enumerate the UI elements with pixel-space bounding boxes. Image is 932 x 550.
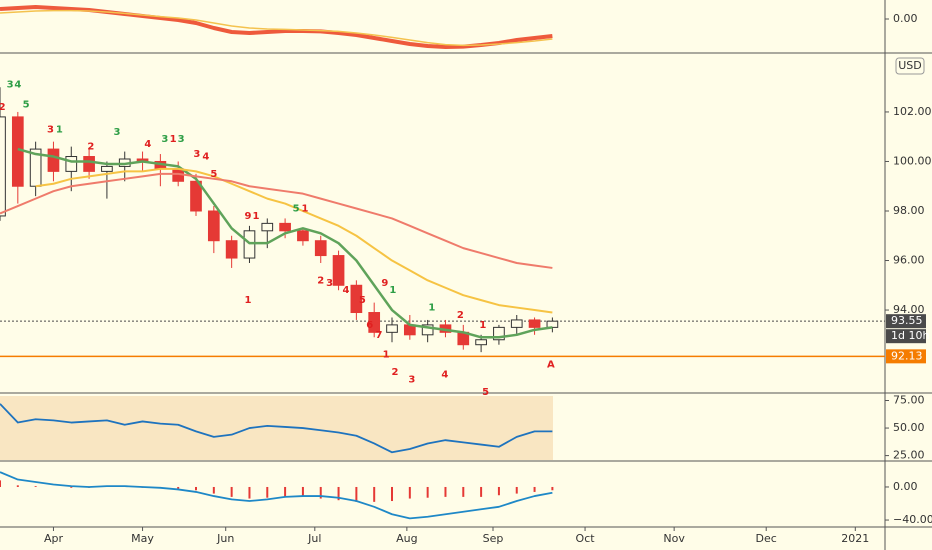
annotation: 1 xyxy=(244,295,251,306)
x-tick-label: Apr xyxy=(44,532,64,545)
rsi-band xyxy=(0,396,553,460)
candle-body xyxy=(546,320,559,328)
candle-body xyxy=(101,165,113,172)
price-label: 92.13 xyxy=(891,349,923,362)
candle-body xyxy=(528,319,541,328)
annotation: 1 xyxy=(383,350,390,361)
annotation: 3 xyxy=(114,127,121,138)
annotation: 1 xyxy=(428,303,435,314)
annotation: 2 xyxy=(391,367,398,378)
x-tick-label: Nov xyxy=(663,532,685,545)
candle-body xyxy=(493,326,505,341)
price-label: 93.55 xyxy=(891,314,923,327)
y-tick-label: 0.00 xyxy=(893,12,918,25)
series-line xyxy=(0,9,553,47)
y-tick-label: 98.00 xyxy=(893,204,925,217)
x-tick-label: Jul xyxy=(307,532,321,545)
series-line xyxy=(17,147,553,339)
y-tick-label: 25.00 xyxy=(893,449,925,462)
candle-body xyxy=(261,222,274,232)
candle-body xyxy=(510,319,523,328)
series-line xyxy=(0,471,553,520)
annotation: 1 xyxy=(479,320,486,331)
y-tick-label: 96.00 xyxy=(893,254,925,267)
annotation: 1 xyxy=(302,204,309,215)
candle-body xyxy=(207,210,220,242)
annotation: 3 xyxy=(47,124,54,135)
annotation: 1 xyxy=(170,134,177,145)
annotation: 6 xyxy=(366,320,373,331)
annotation: 2 xyxy=(0,102,6,113)
candle-body xyxy=(11,116,24,187)
candle-body xyxy=(279,222,291,232)
annotation: 3 xyxy=(161,134,168,145)
candle-body xyxy=(47,148,60,172)
candle-body xyxy=(65,156,78,172)
candle-body xyxy=(83,156,95,172)
annotation: 2 xyxy=(317,275,324,286)
y-tick-label: 75.00 xyxy=(893,394,925,407)
currency-box[interactable] xyxy=(895,57,925,75)
series-line xyxy=(0,403,553,454)
annotation: 2 xyxy=(457,310,464,321)
candle-body xyxy=(368,312,381,333)
annotation: 4 xyxy=(14,80,21,91)
y-tick-label: 0.00 xyxy=(893,480,918,493)
x-tick-label: 2021 xyxy=(841,532,869,545)
price-label-box xyxy=(886,314,926,329)
candle-body xyxy=(225,240,238,259)
x-tick-label: Sep xyxy=(483,532,504,545)
annotation: 5 xyxy=(482,387,489,398)
x-tick-label: May xyxy=(131,532,154,545)
annotation: 4 xyxy=(144,139,151,150)
candle-body xyxy=(386,324,398,333)
annotation: 3 xyxy=(408,374,415,385)
annotation: 3 xyxy=(178,134,185,145)
candle-body xyxy=(332,255,345,286)
annotation: 4 xyxy=(441,369,448,380)
candle-body xyxy=(0,116,6,217)
series-line xyxy=(35,167,553,314)
candle-body xyxy=(421,324,434,336)
annotation: 4 xyxy=(202,152,209,163)
countdown-box xyxy=(886,329,926,344)
y-tick-label: 102.00 xyxy=(893,105,932,118)
annotation: 3 xyxy=(7,80,14,91)
candle-body xyxy=(297,230,309,242)
currency-label: USD xyxy=(898,59,922,72)
y-tick-label: 100.00 xyxy=(893,154,932,167)
annotation: 1 xyxy=(56,124,63,135)
annotation: 1 xyxy=(389,285,396,296)
countdown-label: 1d 10h xyxy=(891,329,929,342)
x-tick-label: Jun xyxy=(216,532,234,545)
annotation: 3 xyxy=(326,278,333,289)
series-line xyxy=(0,5,553,49)
x-tick-label: Aug xyxy=(396,532,417,545)
annotation: 5 xyxy=(23,100,30,111)
y-tick-label: −40.00 xyxy=(893,513,932,526)
y-tick-label: 94.00 xyxy=(893,303,925,316)
x-tick-label: Dec xyxy=(756,532,777,545)
candle-body xyxy=(314,240,327,257)
annotation: A xyxy=(547,360,555,371)
annotation: 5 xyxy=(210,169,217,180)
candle-body xyxy=(350,284,363,314)
annotation: 3 xyxy=(193,149,200,160)
annotation: 9 xyxy=(244,211,251,222)
annotation: 7 xyxy=(375,330,382,341)
annotation: 2 xyxy=(87,142,94,153)
annotation: 9 xyxy=(381,278,388,289)
price-label-box xyxy=(886,349,926,364)
annotation: 5 xyxy=(293,204,300,215)
series-line xyxy=(0,172,553,269)
x-tick-label: Oct xyxy=(576,532,596,545)
annotation: 1 xyxy=(253,211,260,222)
candle-body xyxy=(475,339,487,346)
y-tick-label: 50.00 xyxy=(893,421,925,434)
candle-body xyxy=(190,180,202,212)
annotation: 4 xyxy=(342,285,349,296)
annotation: 5 xyxy=(359,295,366,306)
